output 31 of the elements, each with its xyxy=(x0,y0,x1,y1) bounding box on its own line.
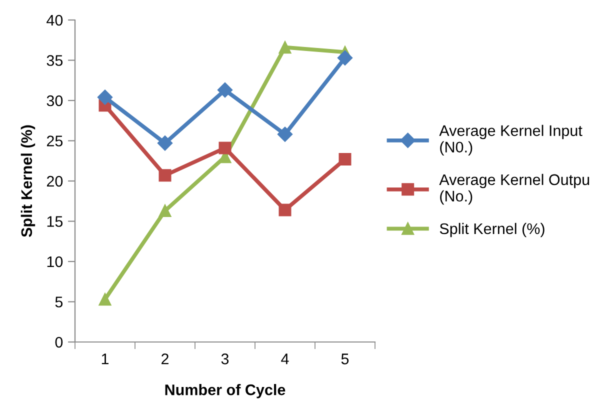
point xyxy=(158,204,172,218)
y-tick-label: 5 xyxy=(55,296,63,308)
y-tick-label: 10 xyxy=(47,256,63,268)
legend-label: Average Kernel Outpu (No.) xyxy=(439,174,590,205)
point xyxy=(277,126,293,142)
point xyxy=(278,204,292,216)
point xyxy=(338,153,352,166)
x-tick-label: 3 xyxy=(221,354,229,364)
legend-label: Average Kernel Input (N0.) xyxy=(439,124,582,156)
x-tick-label: 5 xyxy=(341,354,349,364)
point xyxy=(157,136,173,151)
x-tick-label: 2 xyxy=(162,354,168,364)
y-tick-label: 20 xyxy=(46,176,63,187)
y-tick-label: 30 xyxy=(46,95,63,106)
y-axis-title: Split Kernel (%) xyxy=(20,125,36,238)
point xyxy=(337,50,353,66)
y-tick-label: 40 xyxy=(46,14,63,26)
x-tick-label: 1 xyxy=(102,354,109,364)
y-tick-label: 25 xyxy=(46,136,63,146)
legend-label: Split Kernel (%) xyxy=(440,222,544,238)
y-tick-label: 15 xyxy=(47,216,63,227)
x-tick-label: 4 xyxy=(281,354,289,364)
y-tick-label: 35 xyxy=(46,55,63,66)
point xyxy=(217,82,233,98)
y-tick-label: 0 xyxy=(55,336,63,348)
point xyxy=(218,142,232,154)
point xyxy=(278,41,292,54)
point xyxy=(158,169,172,182)
point xyxy=(97,90,113,105)
x-axis-title: Number of Cycle xyxy=(165,384,286,398)
point xyxy=(98,293,112,306)
